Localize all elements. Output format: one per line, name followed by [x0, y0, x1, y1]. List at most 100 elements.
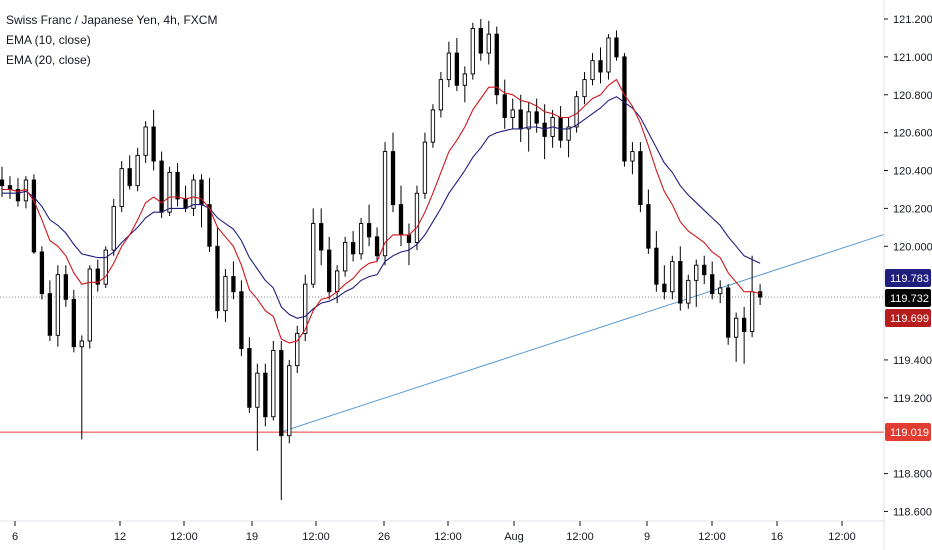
candle-body — [263, 372, 268, 418]
candle — [247, 337, 252, 413]
candle-body — [630, 151, 635, 162]
price-tags: 119.783 119.732 119.699 119.019 — [885, 269, 931, 441]
candle-body — [726, 287, 731, 338]
candle-body — [646, 204, 651, 249]
candle — [350, 231, 356, 262]
candle — [430, 104, 436, 148]
price-axis[interactable]: 121.200 121.000 120.800 120.600 120.400 120.2… — [884, 14, 932, 518]
candle — [295, 325, 300, 374]
candle-body — [319, 223, 324, 251]
time-tick-label: 12:00 — [828, 531, 856, 543]
candle-body — [638, 151, 643, 206]
candle-body — [478, 28, 483, 54]
ema-10-line — [2, 78, 761, 344]
candle — [255, 363, 260, 451]
candle-body — [374, 236, 380, 257]
candle — [574, 90, 579, 133]
candle-body — [422, 141, 428, 194]
candle-body — [159, 160, 164, 213]
candle — [263, 363, 268, 427]
ema-10-label: EMA (10, close) — [6, 33, 91, 47]
candle-body — [79, 340, 84, 348]
candle — [287, 359, 292, 444]
candle — [127, 155, 132, 190]
candle — [606, 34, 611, 80]
candle-body — [454, 52, 460, 86]
candle-body — [710, 274, 715, 295]
candle-body — [151, 126, 156, 162]
candle-body — [223, 276, 228, 312]
candle — [271, 340, 276, 421]
candle-body — [670, 260, 675, 293]
candle-body — [430, 109, 436, 143]
candle — [207, 178, 212, 252]
price-tag-ema-slow: 119.783 — [885, 269, 931, 287]
candle — [462, 66, 467, 103]
candle-body — [95, 268, 100, 285]
price-tick-label: 119.200 — [893, 393, 932, 405]
price-tag-box — [885, 289, 931, 307]
candle — [71, 289, 76, 353]
candle-body — [87, 268, 92, 342]
candle — [7, 176, 13, 199]
ema-20-label: EMA (20, close) — [6, 53, 91, 67]
candle — [63, 265, 68, 307]
candle-body — [654, 247, 659, 285]
candle-body — [366, 223, 372, 238]
price-tick-label: 120.600 — [893, 128, 932, 140]
candle — [342, 236, 348, 277]
candle — [398, 185, 404, 247]
candle — [79, 335, 84, 440]
candle-body — [311, 223, 316, 285]
price-tick-label: 121.200 — [893, 14, 932, 26]
price-tag-label: 119.783 — [890, 273, 929, 285]
candle-body — [702, 264, 707, 276]
candle — [694, 259, 699, 307]
candle — [223, 269, 228, 323]
candle-body — [749, 291, 755, 332]
candle-body — [7, 185, 13, 190]
time-axis[interactable]: 6 12 12:00 19 12:00 26 12:00 Aug 12:00 9 12:00 16 12… — [12, 521, 856, 543]
candle-body — [718, 287, 723, 295]
candle — [0, 166, 5, 198]
candle-body — [470, 28, 475, 75]
candle — [542, 104, 547, 160]
candle-body — [446, 52, 452, 81]
candle-body — [598, 60, 603, 73]
candle-body — [398, 204, 404, 236]
time-tick-label: 12 — [114, 531, 126, 543]
candle-body — [406, 234, 412, 243]
plot-area[interactable] — [0, 19, 885, 501]
candle — [622, 53, 627, 167]
candle — [311, 208, 316, 288]
candle — [446, 41, 452, 88]
candle — [111, 198, 116, 256]
price-tick-label: 120.200 — [893, 203, 932, 215]
candle — [590, 53, 595, 86]
candle — [374, 227, 380, 262]
candle — [87, 265, 92, 349]
candle-body — [55, 274, 61, 336]
price-tag-box — [885, 269, 931, 287]
candle-body — [526, 111, 531, 130]
candle-body — [358, 223, 364, 255]
candle-body — [255, 372, 260, 408]
candle — [749, 255, 755, 338]
candle — [239, 280, 244, 357]
candle — [718, 280, 723, 304]
candle-body — [678, 260, 683, 304]
candle-body — [606, 37, 611, 73]
candle — [686, 274, 691, 309]
candle — [510, 98, 515, 129]
time-tick-label: 12:00 — [434, 531, 462, 543]
candle — [454, 37, 460, 91]
time-tick-label: 19 — [246, 531, 258, 543]
candle-body — [39, 251, 45, 295]
candle — [757, 284, 763, 305]
candle-body — [494, 33, 499, 96]
candle — [55, 265, 61, 347]
candle — [406, 223, 412, 266]
candle — [558, 106, 563, 148]
candle-body — [390, 151, 396, 206]
